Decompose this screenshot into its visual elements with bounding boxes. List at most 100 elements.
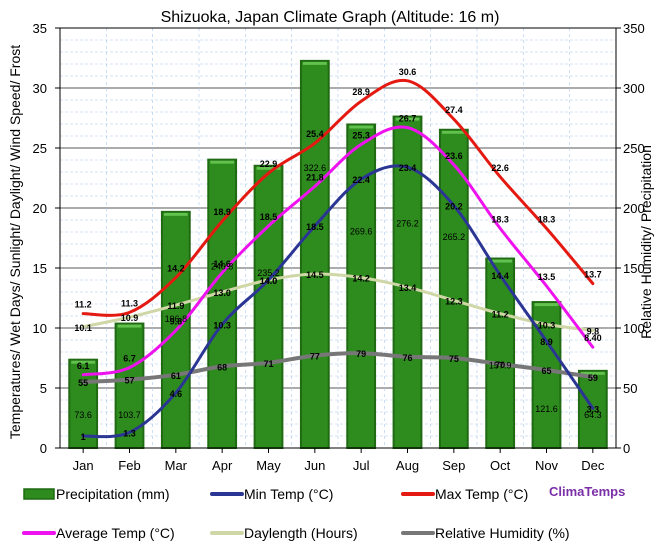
y-tick-label-left: 20 bbox=[33, 201, 47, 216]
y-tick-label-right: 200 bbox=[623, 201, 645, 216]
x-tick-label: Dec bbox=[581, 458, 605, 473]
precipitation-bar-highlight bbox=[163, 212, 188, 216]
legend-label-humidity: Relative Humidity (%) bbox=[435, 525, 570, 541]
avg-temp-value-label: 21.8 bbox=[306, 172, 324, 182]
x-tick-label: Jun bbox=[304, 458, 325, 473]
x-tick-label: Feb bbox=[118, 458, 140, 473]
x-tick-label: Sep bbox=[442, 458, 465, 473]
min-temp-value-label: 1 bbox=[81, 432, 86, 442]
min-temp-value-label: 8.9 bbox=[540, 337, 553, 347]
precipitation-bar-highlight bbox=[302, 61, 327, 65]
legend-label-precipitation: Precipitation (mm) bbox=[56, 486, 170, 502]
daylength-value-label: 10.1 bbox=[74, 323, 92, 333]
y-tick-label-right: 0 bbox=[623, 441, 630, 456]
avg-temp-value-label: 14.6 bbox=[213, 259, 231, 269]
avg-temp-value-label: 6.7 bbox=[123, 354, 136, 364]
humidity-value-label: 57 bbox=[124, 376, 134, 386]
data-labels: 73.6 103.7 196.8 240.3 235.2 322.6 269.6 276.2 2… bbox=[74, 67, 601, 442]
daylength-value-label: 14.0 bbox=[260, 276, 278, 286]
precipitation-bar-highlight bbox=[395, 117, 420, 121]
precipitation-value-label: 196.8 bbox=[165, 314, 188, 324]
daylength-line bbox=[81, 272, 595, 332]
min-temp-line bbox=[81, 164, 595, 439]
min-temp-value-label: 1.3 bbox=[123, 428, 136, 438]
avg-temp-line bbox=[81, 125, 595, 377]
y-tick-label-right: 100 bbox=[623, 321, 645, 336]
daylength-value-label: 13.4 bbox=[399, 283, 417, 293]
max-temp-value-label: 22.9 bbox=[260, 159, 278, 169]
precipitation-value-label: 269.6 bbox=[350, 226, 373, 236]
y-tick-label-right: 300 bbox=[623, 81, 645, 96]
max-temp-value-label: 11.2 bbox=[75, 300, 92, 310]
avg-temp-value-label: 9.8 bbox=[170, 316, 183, 326]
daylength-value-label: 9.8 bbox=[587, 326, 600, 336]
avg-temp-value-label: 25.3 bbox=[352, 130, 370, 140]
avg-temp-value-label: 26.7 bbox=[399, 114, 417, 124]
min-temp-value-label: 22.4 bbox=[352, 175, 370, 185]
daylength-value-label: 10.9 bbox=[121, 313, 139, 323]
precipitation-bar-highlight bbox=[580, 371, 605, 375]
y-tick-label-right: 350 bbox=[623, 21, 645, 36]
avg-temp-value-label: 13.5 bbox=[538, 272, 556, 282]
precipitation-value-label: 157.9 bbox=[489, 361, 512, 371]
daylength-value-label: 13.0 bbox=[213, 288, 231, 298]
daylength-value-label: 11.9 bbox=[167, 301, 184, 311]
min-temp-value-label: 23.4 bbox=[399, 163, 417, 173]
precipitation-value-label: 103.7 bbox=[118, 410, 141, 420]
y-tick-label-right: 50 bbox=[623, 381, 637, 396]
x-tick-label: Apr bbox=[212, 458, 233, 473]
y-tick-label-left: 25 bbox=[33, 141, 47, 156]
y-tick-label-left: 30 bbox=[33, 81, 47, 96]
min-temp-value-label: 3.3 bbox=[587, 404, 600, 414]
precipitation-bar-highlight bbox=[441, 130, 466, 134]
x-tick-label: Jul bbox=[353, 458, 370, 473]
daylength-value-label: 10.3 bbox=[538, 320, 556, 330]
y-axis-left-label: Temperatures/ Wet Days/ Sunlight/ Daylig… bbox=[7, 45, 23, 439]
max-temp-value-label: 25.4 bbox=[306, 129, 324, 139]
y-tick-label-left: 15 bbox=[33, 261, 47, 276]
brand-label: ClimaTemps bbox=[549, 484, 625, 499]
avg-temp-value-label: 18.5 bbox=[260, 212, 278, 222]
max-temp-line bbox=[81, 78, 595, 317]
max-temp-value-label: 14.2 bbox=[167, 264, 185, 274]
daylength-value-label: 12.3 bbox=[445, 296, 463, 306]
humidity-line bbox=[81, 351, 595, 384]
humidity-value-label: 76 bbox=[402, 353, 412, 363]
precipitation-bar-highlight bbox=[256, 166, 281, 170]
humidity-value-label: 65 bbox=[541, 366, 551, 376]
max-temp-value-label: 22.6 bbox=[491, 163, 509, 173]
precipitation-value-label: 121.6 bbox=[535, 404, 558, 414]
precipitation-bar bbox=[299, 59, 330, 449]
y-tick-label-right: 150 bbox=[623, 261, 645, 276]
legend-label-daylength: Daylength (Hours) bbox=[244, 525, 358, 541]
y-tick-label-left: 0 bbox=[40, 441, 47, 456]
precipitation-value-label: 235.2 bbox=[257, 268, 280, 278]
max-temp-value-label: 18.9 bbox=[213, 207, 231, 217]
y-tick-label-left: 35 bbox=[33, 21, 47, 36]
precipitation-bar-highlight bbox=[117, 324, 142, 328]
min-temp-value-label: 14.0 bbox=[260, 276, 278, 286]
x-tick-label: Jan bbox=[73, 458, 94, 473]
min-temp-value-label: 14.4 bbox=[491, 271, 509, 281]
min-temp-value-label: 4.6 bbox=[170, 389, 183, 399]
humidity-value-label: 71 bbox=[263, 359, 273, 369]
y-tick-label-left: 10 bbox=[33, 321, 47, 336]
precipitation-value-label: 322.6 bbox=[304, 163, 327, 173]
max-temp-value-label: 13.7 bbox=[584, 270, 602, 280]
x-tick-label: Mar bbox=[165, 458, 188, 473]
x-tick-label: Aug bbox=[396, 458, 419, 473]
precipitation-bar-highlight bbox=[534, 303, 559, 307]
min-temp-value-label: 18.5 bbox=[306, 222, 324, 232]
y-axis-right-label: Relative Humidity/ Precipitation bbox=[638, 145, 654, 339]
daylength-value-label: 14.5 bbox=[306, 270, 324, 280]
avg-temp-value-label: 18.3 bbox=[491, 214, 509, 224]
precipitation-value-label: 64.3 bbox=[584, 410, 602, 420]
precipitation-value-label: 240.3 bbox=[211, 262, 234, 272]
precipitation-bar-highlight bbox=[71, 360, 96, 364]
grid bbox=[60, 27, 616, 448]
precipitation-bar-highlight bbox=[488, 259, 513, 263]
precipitation-bar bbox=[346, 123, 377, 449]
